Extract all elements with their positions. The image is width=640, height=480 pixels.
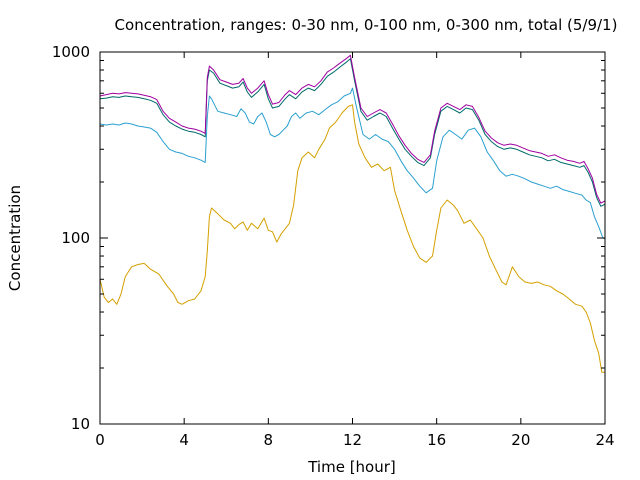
x-tick-label-0: 0 [95, 431, 105, 449]
x-tick-label-3: 12 [343, 431, 362, 449]
series-line-1 [99, 87, 606, 240]
series-line-2 [99, 58, 606, 207]
x-tick-label-5: 20 [511, 431, 530, 449]
x-tick-label-1: 4 [179, 431, 189, 449]
x-tick-label-2: 8 [264, 431, 274, 449]
x-axis: 0 4 8 12 16 20 24 [95, 52, 615, 449]
y-tick-label-1: 100 [61, 229, 90, 247]
y-axis-label: Concentration [6, 185, 24, 291]
y-tick-label-2: 1000 [52, 43, 90, 61]
y-axis: 10 100 1000 [52, 43, 605, 433]
chart-title: Concentration, ranges: 0-30 nm, 0-100 nm… [115, 16, 618, 34]
x-axis-label: Time [hour] [307, 458, 396, 476]
series-line-0 [99, 104, 605, 373]
x-tick-label-6: 24 [595, 431, 614, 449]
y-tick-label-0: 10 [71, 415, 90, 433]
series-layer [99, 54, 606, 373]
x-tick-label-4: 16 [427, 431, 446, 449]
series-line-3 [99, 54, 606, 204]
